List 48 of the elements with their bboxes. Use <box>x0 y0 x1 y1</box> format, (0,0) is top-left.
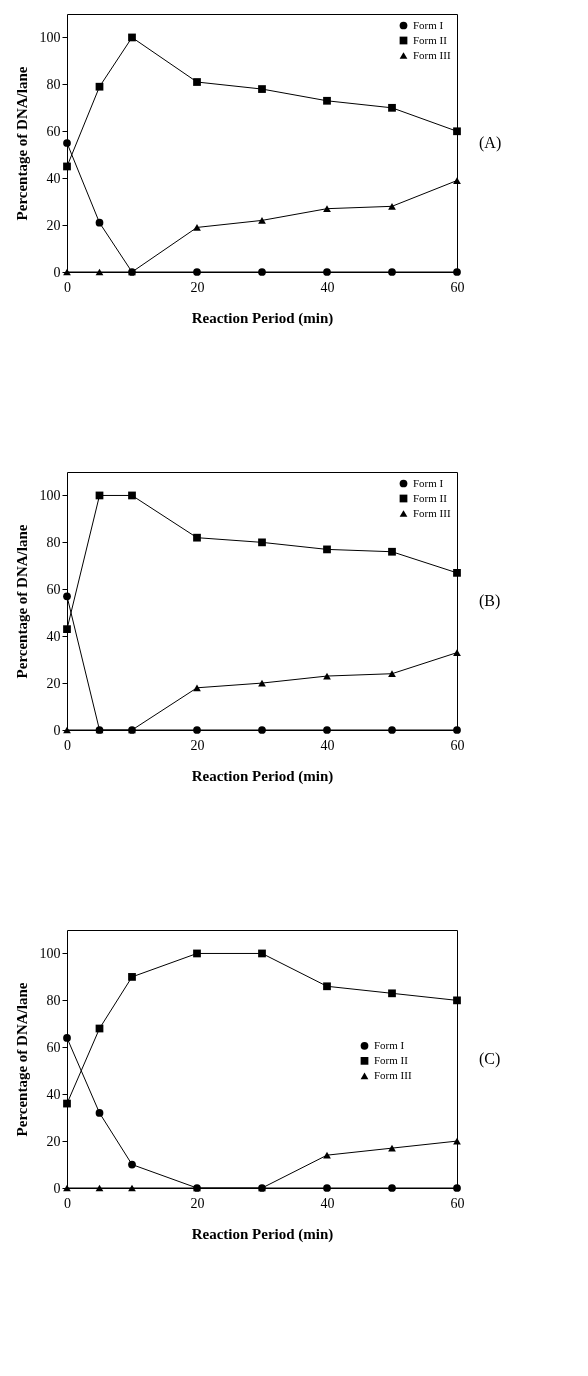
x-tick-label: 0 <box>64 737 71 753</box>
x-tick-label: 20 <box>190 1195 205 1211</box>
y-tick-label: 20 <box>46 217 61 233</box>
x-tick-label: 40 <box>320 1195 335 1211</box>
x-tick-label: 40 <box>320 737 335 753</box>
legend-label: Form I <box>374 1038 405 1051</box>
y-tick-label: 0 <box>53 1180 61 1196</box>
x-tick-label: 20 <box>190 737 205 753</box>
legend-label: Form II <box>413 33 448 46</box>
text: (C) <box>479 1050 501 1068</box>
legend-label: Form II <box>374 1053 409 1066</box>
x-tick-label: 40 <box>320 279 335 295</box>
text: (A) <box>479 134 502 152</box>
y-tick-label: 40 <box>46 170 61 186</box>
y-tick-label: 20 <box>46 1133 61 1149</box>
y-tick-label: 60 <box>46 123 61 139</box>
x-tick-label: 0 <box>64 279 71 295</box>
x-tick-label: 20 <box>190 279 205 295</box>
legend-label: Form II <box>413 491 448 504</box>
y-tick-label: 20 <box>46 675 61 691</box>
y-tick-label: 40 <box>46 1086 61 1102</box>
y-axis-title: Percentage of DNA/lane <box>13 524 30 679</box>
legend-label: Form III <box>413 48 451 61</box>
y-tick-label: 100 <box>39 29 61 45</box>
y-axis-title: Percentage of DNA/lane <box>13 982 30 1137</box>
x-tick-label: 60 <box>450 279 465 295</box>
x-axis-title: Reaction Period (min) <box>191 767 334 785</box>
x-tick-label: 60 <box>450 737 465 753</box>
y-tick-label: 60 <box>46 1039 61 1055</box>
y-tick-label: 100 <box>39 945 61 961</box>
legend-label: Form I <box>413 18 444 31</box>
y-tick-label: 80 <box>46 76 61 92</box>
y-tick-label: 60 <box>46 581 61 597</box>
x-axis-title: Reaction Period (min) <box>191 309 334 327</box>
y-tick-label: 0 <box>53 722 61 738</box>
x-axis-title: Reaction Period (min) <box>191 1225 334 1243</box>
text: (B) <box>479 592 501 610</box>
y-tick-label: 80 <box>46 992 61 1008</box>
legend-label: Form I <box>413 476 444 489</box>
y-axis-title: Percentage of DNA/lane <box>13 66 30 221</box>
legend-label: Form III <box>374 1068 412 1081</box>
x-tick-label: 60 <box>450 1195 465 1211</box>
y-tick-label: 0 <box>53 264 61 280</box>
y-tick-label: 40 <box>46 628 61 644</box>
x-tick-label: 0 <box>64 1195 71 1211</box>
legend-label: Form III <box>413 506 451 519</box>
y-tick-label: 80 <box>46 534 61 550</box>
y-tick-label: 100 <box>39 487 61 503</box>
